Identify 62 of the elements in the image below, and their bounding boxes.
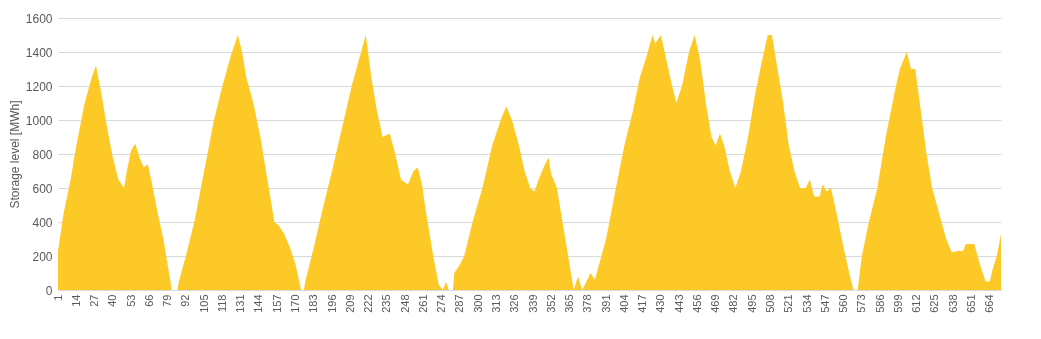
- x-tick-label: 417: [636, 294, 649, 313]
- x-tick-label: 144: [252, 294, 265, 313]
- y-tick-label: 800: [32, 147, 53, 162]
- x-tick-label: 664: [983, 294, 996, 313]
- x-tick-label: 508: [764, 294, 777, 313]
- x-tick-label: 92: [179, 294, 192, 307]
- y-tick-label: 1000: [25, 113, 53, 128]
- x-tick-label: 248: [398, 294, 411, 313]
- x-tick-label: 118: [215, 294, 228, 313]
- x-tick-label: 430: [654, 294, 667, 313]
- x-tick-label: 651: [964, 294, 977, 313]
- x-tick-label: 391: [599, 294, 612, 313]
- y-tick-label: 0: [45, 283, 53, 298]
- x-tick-label: 521: [782, 294, 795, 313]
- x-tick-label: 170: [289, 294, 302, 313]
- x-tick-label: 274: [435, 294, 448, 313]
- x-tick-label: 235: [380, 294, 393, 313]
- y-tick-label: 600: [32, 181, 53, 196]
- x-tick-label: 339: [526, 294, 539, 313]
- x-tick-label: 1: [51, 294, 64, 301]
- y-axis-title: Storage level [MWh]: [7, 100, 22, 209]
- x-tick-label: 261: [416, 294, 429, 313]
- x-tick-label: 547: [818, 294, 831, 313]
- y-tick-label: 400: [32, 215, 53, 230]
- x-tick-label: 105: [197, 294, 210, 313]
- y-tick-label: 1200: [25, 79, 53, 94]
- x-tick-label: 79: [161, 294, 174, 307]
- x-tick-label: 612: [910, 294, 923, 313]
- x-tick-label: 300: [471, 294, 484, 313]
- x-tick-label: 495: [745, 294, 758, 313]
- x-tick-label: 157: [270, 294, 283, 313]
- x-tick-label: 313: [489, 294, 502, 313]
- x-tick-label: 196: [325, 294, 338, 313]
- x-tick-label: 586: [873, 294, 886, 313]
- x-tick-label: 365: [563, 294, 576, 313]
- x-tick-label: 183: [307, 294, 320, 313]
- x-tick-label: 599: [891, 294, 904, 313]
- x-tick-label: 287: [453, 294, 466, 313]
- x-tick-label: 625: [928, 294, 941, 313]
- x-tick-label: 482: [727, 294, 740, 313]
- y-tick-label: 1600: [25, 11, 53, 26]
- y-tick-label: 200: [32, 249, 53, 264]
- x-tick-label: 222: [362, 294, 375, 313]
- x-tick-label: 573: [855, 294, 868, 313]
- x-tick-label: 27: [88, 294, 101, 307]
- x-tick-label: 352: [544, 294, 557, 313]
- x-tick-label: 66: [142, 294, 155, 307]
- x-tick-label: 443: [672, 294, 685, 313]
- x-tick-label: 378: [581, 294, 594, 313]
- x-tick-label: 469: [709, 294, 722, 313]
- x-tick-label: 534: [800, 294, 813, 313]
- x-tick-label: 131: [234, 294, 247, 313]
- x-tick-label: 560: [837, 294, 850, 313]
- x-tick-label: 14: [69, 294, 82, 307]
- x-tick-label: 209: [343, 294, 356, 313]
- x-tick-label: 53: [124, 294, 137, 307]
- y-tick-label: 1400: [25, 45, 53, 60]
- x-tick-label: 456: [690, 294, 703, 313]
- x-tick-label: 40: [106, 294, 119, 307]
- x-tick-label: 638: [946, 294, 959, 313]
- x-tick-label: 326: [508, 294, 521, 313]
- x-tick-label: 404: [617, 294, 630, 313]
